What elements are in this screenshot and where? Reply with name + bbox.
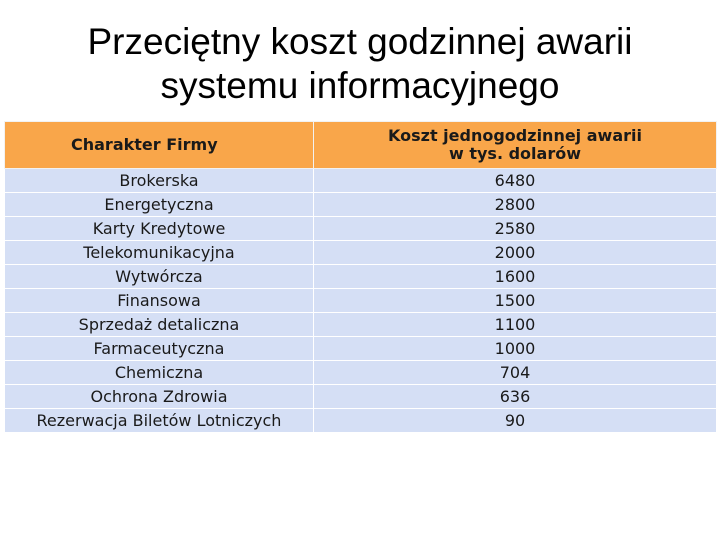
cost-cell: 1500 <box>313 288 717 313</box>
table-row: Ochrona Zdrowia 636 <box>4 384 717 409</box>
table-row: Brokerska 6480 <box>4 168 717 193</box>
cost-cell: 636 <box>313 384 717 409</box>
company-cell: Karty Kredytowe <box>4 216 314 241</box>
company-cell: Chemiczna <box>4 360 314 385</box>
company-cell: Energetyczna <box>4 192 314 217</box>
cost-cell: 704 <box>313 360 717 385</box>
table-row: Karty Kredytowe 2580 <box>4 216 717 241</box>
header-cost-line-1: Koszt jednogodzinnej awarii <box>388 126 642 145</box>
table-row: Farmaceutyczna 1000 <box>4 336 717 361</box>
cost-cell: 2000 <box>313 240 717 265</box>
cost-cell: 1000 <box>313 336 717 361</box>
table-body: Brokerska 6480 Energetyczna 2800 Karty K… <box>4 168 717 433</box>
table-row: Energetyczna 2800 <box>4 192 717 217</box>
cost-cell: 1100 <box>313 312 717 337</box>
table-row: Wytwórcza 1600 <box>4 264 717 289</box>
company-cell: Farmaceutyczna <box>4 336 314 361</box>
header-cost: Koszt jednogodzinnej awarii w tys. dolar… <box>313 121 717 169</box>
company-cell: Finansowa <box>4 288 314 313</box>
table-header-row: Charakter Firmy Koszt jednogodzinnej awa… <box>4 121 717 169</box>
cost-table-container: Charakter Firmy Koszt jednogodzinnej awa… <box>4 121 717 433</box>
table-row: Rezerwacja Biletów Lotniczych 90 <box>4 408 717 433</box>
company-cell: Ochrona Zdrowia <box>4 384 314 409</box>
cost-cell: 2800 <box>313 192 717 217</box>
cost-cell: 2580 <box>313 216 717 241</box>
title-line-2: systemu informacyjnego <box>160 65 560 106</box>
company-cell: Rezerwacja Biletów Lotniczych <box>4 408 314 433</box>
table-row: Finansowa 1500 <box>4 288 717 313</box>
table-row: Telekomunikacyjna 2000 <box>4 240 717 265</box>
cost-cell: 1600 <box>313 264 717 289</box>
company-cell: Telekomunikacyjna <box>4 240 314 265</box>
title-line-1: Przeciętny koszt godzinnej awarii <box>87 21 633 62</box>
cost-cell: 90 <box>313 408 717 433</box>
company-cell: Sprzedaż detaliczna <box>4 312 314 337</box>
slide-title: Przeciętny koszt godzinnej awarii system… <box>0 20 720 108</box>
header-company-type: Charakter Firmy <box>4 121 314 169</box>
cost-table: Charakter Firmy Koszt jednogodzinnej awa… <box>4 121 717 433</box>
company-cell: Brokerska <box>4 168 314 193</box>
table-row: Sprzedaż detaliczna 1100 <box>4 312 717 337</box>
cost-cell: 6480 <box>313 168 717 193</box>
company-cell: Wytwórcza <box>4 264 314 289</box>
header-cost-line-2: w tys. dolarów <box>449 144 581 163</box>
table-row: Chemiczna 704 <box>4 360 717 385</box>
